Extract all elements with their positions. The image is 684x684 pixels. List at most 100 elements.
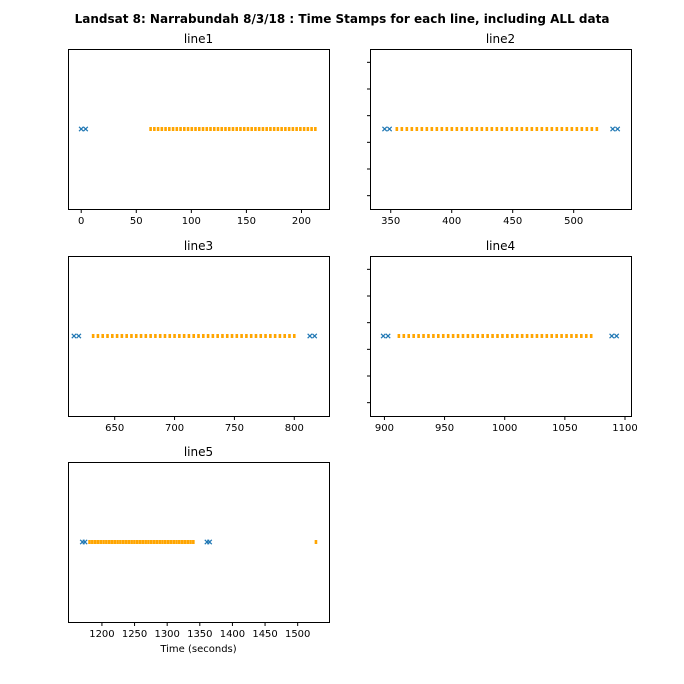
square-marker-point: [575, 127, 579, 131]
square-marker-point: [422, 334, 425, 338]
square-marker-point: [231, 127, 235, 131]
square-marker-point: [91, 540, 94, 544]
square-marker-point: [201, 334, 205, 338]
square-marker-point: [486, 334, 489, 338]
x-tick-label: 350: [381, 216, 400, 227]
square-marker-point: [595, 127, 599, 131]
x-tick-label: 950: [435, 423, 454, 434]
square-marker-point: [451, 334, 455, 338]
square-marker-point: [280, 127, 283, 131]
square-marker-point: [102, 540, 105, 544]
square-marker-point: [306, 127, 310, 131]
square-marker-point: [182, 127, 186, 131]
subplot-line4: line4 900 950 1000 1050 1100: [367, 239, 638, 434]
square-marker-point: [471, 334, 475, 338]
square-marker-point: [197, 334, 200, 338]
x-marker-point: [71, 333, 77, 339]
x-tick-label: 50: [130, 216, 143, 227]
square-marker-point: [540, 334, 544, 338]
x-tick-label: 0: [78, 216, 84, 227]
x-tick-label: 800: [285, 423, 304, 434]
square-marker-point: [154, 334, 157, 338]
subplot-line3: line3 650 700 750 800: [68, 239, 330, 434]
x-tick-label: 1300: [154, 629, 179, 640]
square-marker-point: [460, 127, 464, 131]
square-marker-point: [276, 127, 280, 131]
square-marker-point: [133, 540, 136, 544]
square-marker-point: [149, 127, 152, 131]
square-marker-point: [560, 334, 563, 338]
square-marker-point: [540, 127, 544, 131]
square-marker-point: [272, 127, 276, 131]
x-marker-point: [307, 333, 313, 339]
square-marker-point: [440, 127, 444, 131]
x-marker-point: [614, 126, 621, 132]
square-marker-point: [110, 540, 114, 544]
square-marker-point: [570, 334, 573, 338]
square-marker-point: [417, 334, 420, 338]
square-marker-point: [99, 540, 103, 544]
square-marker-point: [500, 127, 504, 131]
square-marker-point: [560, 127, 564, 131]
figure-title: Landsat 8: Narrabundah 8/3/18 : Time Sta…: [74, 12, 610, 26]
square-marker-point: [216, 127, 220, 131]
square-marker-point: [225, 334, 229, 338]
square-marker-point: [570, 127, 574, 131]
square-marker-point: [510, 334, 514, 338]
x-tick-label: 750: [225, 423, 244, 434]
square-marker-point: [152, 540, 156, 544]
x-marker-point: [312, 333, 318, 339]
square-marker-point: [590, 127, 594, 131]
square-marker-point: [127, 540, 131, 544]
square-marker-point: [430, 127, 434, 131]
square-marker-point: [158, 540, 161, 544]
square-marker-point: [259, 334, 263, 338]
square-marker-point: [580, 127, 584, 131]
square-marker-point: [420, 127, 424, 131]
square-marker-point: [545, 127, 549, 131]
square-marker-point: [144, 334, 148, 338]
square-marker-point: [168, 334, 172, 338]
square-marker-point: [190, 127, 194, 131]
axes-frame: [68, 49, 330, 210]
square-marker-point: [221, 334, 224, 338]
square-marker-point: [107, 540, 111, 544]
square-marker-point: [501, 334, 504, 338]
square-marker-point: [397, 334, 401, 338]
square-marker-point: [240, 334, 243, 338]
square-marker-point: [138, 540, 142, 544]
square-marker-point: [168, 127, 171, 131]
square-marker-point: [178, 334, 181, 338]
square-marker-point: [205, 127, 209, 131]
square-marker-point: [450, 127, 454, 131]
square-marker-point: [211, 334, 215, 338]
square-marker-point: [183, 540, 187, 544]
square-marker-point: [220, 127, 224, 131]
square-marker-point: [466, 334, 470, 338]
square-marker-point: [505, 127, 509, 131]
square-marker-point: [144, 540, 147, 544]
square-marker-point: [415, 127, 419, 131]
square-marker-point: [485, 127, 489, 131]
subplot-line2: line2 350 400 450 500: [367, 32, 632, 227]
subplot-title: line4: [486, 239, 515, 253]
square-marker-point: [283, 334, 287, 338]
square-marker-point: [216, 334, 219, 338]
square-marker-point: [158, 334, 162, 338]
square-marker-point: [161, 540, 164, 544]
x-marker-point: [380, 333, 386, 339]
square-marker-point: [227, 127, 231, 131]
square-marker-point: [565, 334, 568, 338]
square-marker-point: [115, 334, 119, 338]
square-marker-point: [235, 127, 239, 131]
square-marker-point: [455, 127, 459, 131]
square-marker-point: [495, 127, 499, 131]
square-marker-point: [287, 127, 291, 131]
square-marker-point: [155, 540, 159, 544]
square-marker-point: [187, 334, 191, 338]
x-tick-label: 1050: [552, 423, 577, 434]
x-tick-label: 650: [105, 423, 124, 434]
square-marker-point: [178, 540, 181, 544]
x-tick-label: 1500: [285, 629, 310, 640]
